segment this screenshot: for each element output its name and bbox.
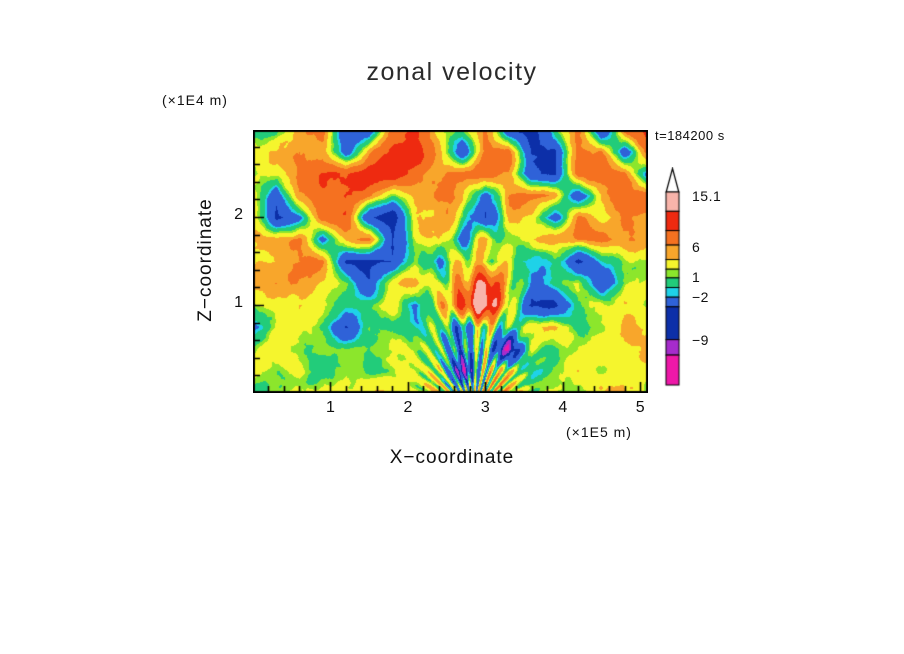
x-tick-label: 2 — [403, 399, 413, 416]
x-tick-label: 4 — [558, 399, 568, 416]
y-tick-label: 1 — [234, 294, 243, 311]
time-label: t=184200 s — [655, 128, 725, 143]
colorbar-tick-label: −2 — [692, 289, 709, 306]
colorbar-tick-label: −9 — [692, 331, 709, 348]
chart-title: zonal velocity — [366, 58, 538, 86]
x-tick-label: 3 — [480, 399, 490, 416]
y-tick-label: 2 — [234, 206, 243, 223]
colorbar-tick-label: 1 — [692, 268, 701, 285]
x-tick-label: 1 — [325, 399, 335, 416]
x-tick-label: 5 — [635, 399, 645, 416]
colorbar — [664, 167, 681, 387]
y-axis-unit-label: (×1E4 m) — [162, 92, 228, 108]
heatmap-canvas — [253, 130, 648, 393]
colorbar-tick-label: 15.1 — [692, 187, 722, 204]
x-axis-unit-label: (×1E5 m) — [566, 424, 632, 440]
colorbar-tick-label: 6 — [692, 239, 701, 255]
x-axis-title: X−coordinate — [389, 447, 515, 468]
